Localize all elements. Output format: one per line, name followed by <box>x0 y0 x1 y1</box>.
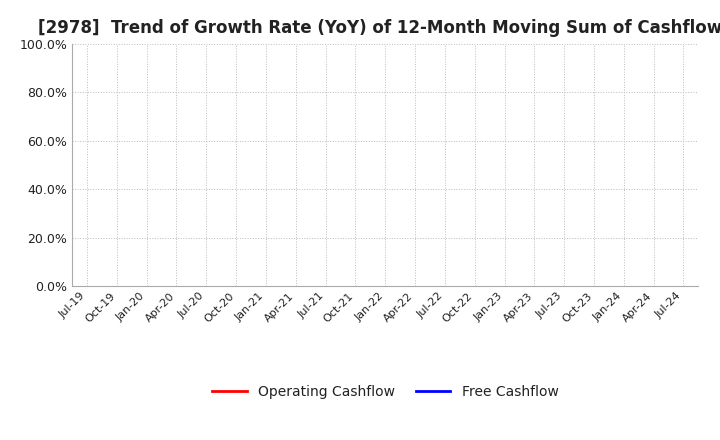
Title: [2978]  Trend of Growth Rate (YoY) of 12-Month Moving Sum of Cashflows: [2978] Trend of Growth Rate (YoY) of 12-… <box>38 19 720 37</box>
Legend: Operating Cashflow, Free Cashflow: Operating Cashflow, Free Cashflow <box>207 380 564 405</box>
